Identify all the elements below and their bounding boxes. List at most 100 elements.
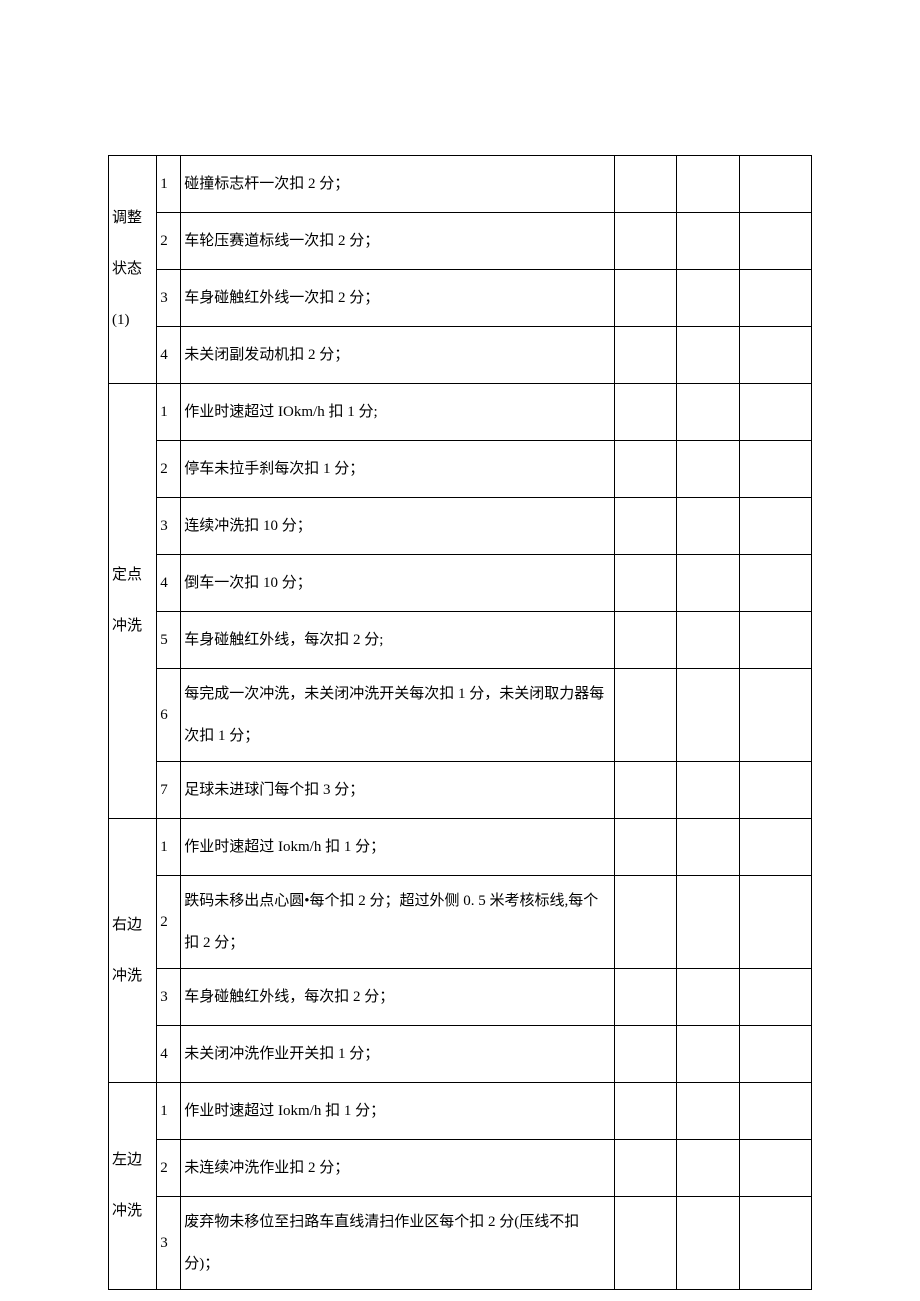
row-description: 未关闭副发动机扣 2 分；	[181, 327, 615, 384]
empty-cell	[677, 669, 739, 762]
table-row: 3连续冲洗扣 10 分；	[109, 498, 812, 555]
category-cell: 调整状态(1)	[109, 156, 157, 384]
empty-cell	[615, 213, 677, 270]
empty-cell	[739, 384, 811, 441]
row-description: 跌码未移出点心圆•每个扣 2 分；超过外侧 0. 5 米考核标线,每个扣 2 分…	[181, 876, 615, 969]
empty-cell	[739, 876, 811, 969]
row-description: 作业时速超过 Iokm/h 扣 1 分；	[181, 819, 615, 876]
row-number: 2	[157, 1140, 181, 1197]
row-description: 停车未拉手刹每次扣 1 分；	[181, 441, 615, 498]
empty-cell	[739, 1197, 811, 1290]
empty-cell	[677, 156, 739, 213]
empty-cell	[615, 876, 677, 969]
row-number: 2	[157, 213, 181, 270]
empty-cell	[739, 969, 811, 1026]
table-row: 6每完成一次冲洗，未关闭冲洗开关每次扣 1 分，未关闭取力器每次扣 1 分；	[109, 669, 812, 762]
table-row: 3车身碰触红外线一次扣 2 分；	[109, 270, 812, 327]
empty-cell	[677, 1140, 739, 1197]
row-description: 足球未进球门每个扣 3 分；	[181, 762, 615, 819]
row-description: 碰撞标志杆一次扣 2 分；	[181, 156, 615, 213]
empty-cell	[615, 441, 677, 498]
empty-cell	[677, 441, 739, 498]
row-number: 2	[157, 441, 181, 498]
empty-cell	[677, 876, 739, 969]
empty-cell	[615, 384, 677, 441]
category-cell: 定点冲洗	[109, 384, 157, 819]
empty-cell	[615, 612, 677, 669]
row-description: 车身碰触红外线，每次扣 2 分；	[181, 969, 615, 1026]
empty-cell	[739, 1026, 811, 1083]
empty-cell	[615, 555, 677, 612]
row-number: 3	[157, 270, 181, 327]
row-number: 7	[157, 762, 181, 819]
row-number: 4	[157, 555, 181, 612]
empty-cell	[677, 270, 739, 327]
empty-cell	[739, 819, 811, 876]
row-description: 车轮压赛道标线一次扣 2 分；	[181, 213, 615, 270]
empty-cell	[615, 819, 677, 876]
category-cell: 左边冲洗	[109, 1083, 157, 1290]
category-cell: 右边冲洗	[109, 819, 157, 1083]
empty-cell	[615, 1083, 677, 1140]
empty-cell	[615, 156, 677, 213]
row-number: 3	[157, 498, 181, 555]
table-row: 7足球未进球门每个扣 3 分；	[109, 762, 812, 819]
table-row: 2跌码未移出点心圆•每个扣 2 分；超过外侧 0. 5 米考核标线,每个扣 2 …	[109, 876, 812, 969]
table-row: 定点冲洗1作业时速超过 IOkm/h 扣 1 分;	[109, 384, 812, 441]
empty-cell	[739, 1140, 811, 1197]
empty-cell	[677, 1026, 739, 1083]
empty-cell	[677, 762, 739, 819]
table-row: 4未关闭副发动机扣 2 分；	[109, 327, 812, 384]
table-row: 左边冲洗1作业时速超过 Iokm/h 扣 1 分；	[109, 1083, 812, 1140]
empty-cell	[615, 270, 677, 327]
empty-cell	[677, 819, 739, 876]
row-description: 废弃物未移位至扫路车直线清扫作业区每个扣 2 分(压线不扣分)；	[181, 1197, 615, 1290]
empty-cell	[739, 441, 811, 498]
empty-cell	[615, 327, 677, 384]
row-description: 未关闭冲洗作业开关扣 1 分；	[181, 1026, 615, 1083]
empty-cell	[615, 969, 677, 1026]
empty-cell	[677, 213, 739, 270]
empty-cell	[739, 1083, 811, 1140]
empty-cell	[615, 669, 677, 762]
row-description: 作业时速超过 Iokm/h 扣 1 分；	[181, 1083, 615, 1140]
row-number: 3	[157, 969, 181, 1026]
row-number: 1	[157, 819, 181, 876]
empty-cell	[677, 498, 739, 555]
row-number: 2	[157, 876, 181, 969]
row-number: 1	[157, 384, 181, 441]
row-description: 每完成一次冲洗，未关闭冲洗开关每次扣 1 分，未关闭取力器每次扣 1 分；	[181, 669, 615, 762]
row-number: 5	[157, 612, 181, 669]
table-row: 3车身碰触红外线，每次扣 2 分；	[109, 969, 812, 1026]
empty-cell	[677, 555, 739, 612]
empty-cell	[677, 1197, 739, 1290]
row-number: 1	[157, 1083, 181, 1140]
row-description: 车身碰触红外线一次扣 2 分；	[181, 270, 615, 327]
row-description: 作业时速超过 IOkm/h 扣 1 分;	[181, 384, 615, 441]
empty-cell	[739, 498, 811, 555]
row-number: 1	[157, 156, 181, 213]
empty-cell	[739, 762, 811, 819]
empty-cell	[677, 327, 739, 384]
empty-cell	[615, 762, 677, 819]
row-description: 倒车一次扣 10 分；	[181, 555, 615, 612]
empty-cell	[615, 498, 677, 555]
row-number: 4	[157, 327, 181, 384]
row-description: 车身碰触红外线，每次扣 2 分;	[181, 612, 615, 669]
empty-cell	[739, 327, 811, 384]
empty-cell	[677, 612, 739, 669]
empty-cell	[615, 1197, 677, 1290]
row-number: 4	[157, 1026, 181, 1083]
empty-cell	[739, 612, 811, 669]
table-row: 4未关闭冲洗作业开关扣 1 分；	[109, 1026, 812, 1083]
empty-cell	[739, 555, 811, 612]
empty-cell	[739, 156, 811, 213]
row-description: 未连续冲洗作业扣 2 分；	[181, 1140, 615, 1197]
empty-cell	[615, 1140, 677, 1197]
empty-cell	[677, 1083, 739, 1140]
scoring-table: 调整状态(1)1碰撞标志杆一次扣 2 分；2车轮压赛道标线一次扣 2 分；3车身…	[108, 155, 812, 1290]
empty-cell	[739, 669, 811, 762]
empty-cell	[739, 270, 811, 327]
empty-cell	[677, 384, 739, 441]
table-row: 2车轮压赛道标线一次扣 2 分；	[109, 213, 812, 270]
